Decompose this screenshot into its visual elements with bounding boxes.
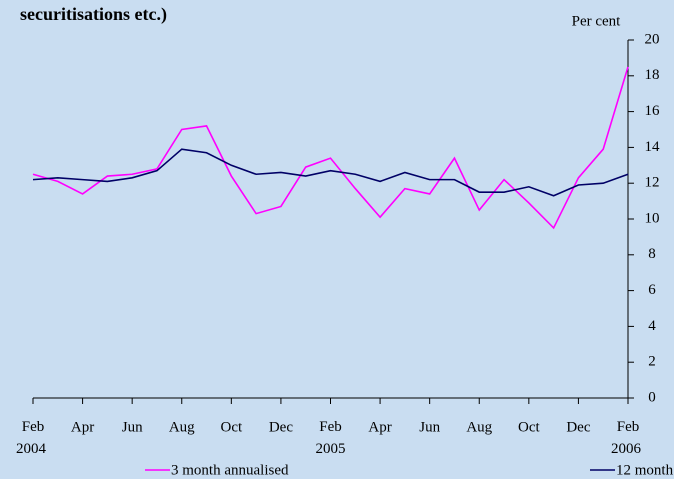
x-tick-label: Dec <box>269 419 293 435</box>
y-tick-label: 4 <box>648 318 656 334</box>
x-tick-label: Oct <box>518 419 540 435</box>
y-tick-label: 14 <box>645 139 661 155</box>
chart-title: securitisations etc.) <box>20 4 167 25</box>
x-tick-label: Jun <box>122 419 143 435</box>
y-tick-label: 6 <box>648 282 656 298</box>
x-tick-label: Aug <box>169 419 195 435</box>
legend-label: 12 month <box>616 462 674 478</box>
y-tick-label: 10 <box>645 210 660 226</box>
y-tick-label: 2 <box>648 354 656 370</box>
legend-label: 3 month annualised <box>171 462 289 478</box>
x-tick-label: Aug <box>466 419 492 435</box>
y-tick-label: 20 <box>645 31 660 47</box>
x-tick-label: Apr <box>71 419 94 435</box>
y-axis-label: Per cent <box>572 13 622 29</box>
y-tick-label: 0 <box>648 389 656 405</box>
x-tick-label: Jun <box>419 419 440 435</box>
x-tick-label: Dec <box>566 419 590 435</box>
x-tick-label: Feb 2005 <box>316 419 346 457</box>
x-tick-label: Oct <box>220 419 242 435</box>
series-line <box>32 66 629 230</box>
x-tick-label: Feb 2004 <box>16 419 47 457</box>
y-tick-label: 16 <box>645 103 661 119</box>
series-line <box>32 148 629 197</box>
y-tick-label: 8 <box>648 246 656 262</box>
x-tick-label: Feb 2006 <box>611 419 642 457</box>
x-tick-label: Apr <box>368 419 391 435</box>
y-tick-label: 12 <box>645 175 660 191</box>
y-tick-label: 18 <box>645 67 660 83</box>
